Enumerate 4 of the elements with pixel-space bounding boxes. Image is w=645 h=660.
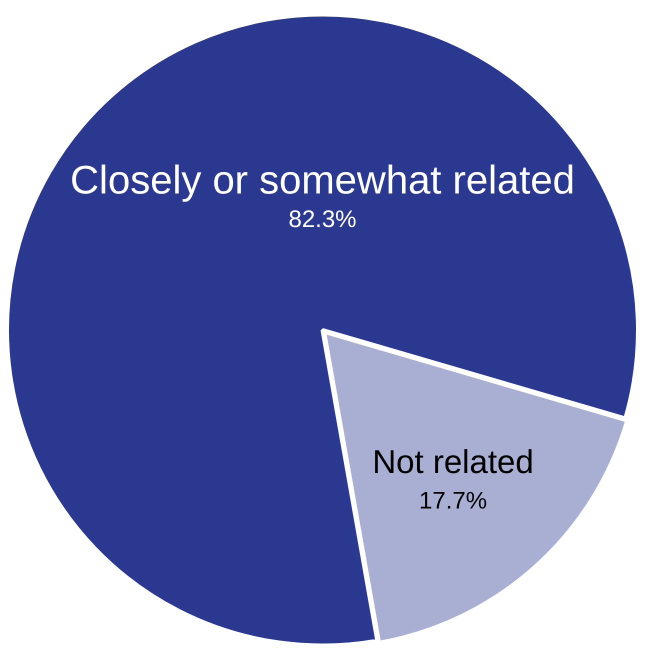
data-label: 17.7% [419, 487, 488, 514]
slice-label: Closely or somewhat related [70, 158, 575, 202]
slice-label: Not related [372, 442, 534, 480]
data-label: 82.3% [288, 206, 357, 233]
